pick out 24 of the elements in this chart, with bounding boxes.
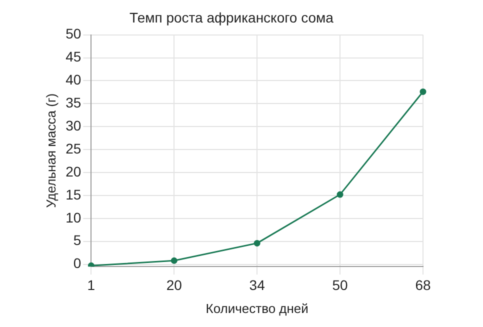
point <box>254 240 260 246</box>
point <box>170 257 178 264</box>
chart-title: Темп роста африканского сома <box>130 9 334 26</box>
x-tick-label: 20 <box>166 276 182 293</box>
y-tick-label: 50 <box>66 26 82 42</box>
y-tick-label: 0 <box>73 255 82 272</box>
y-axis-title: Удельная масса (г) <box>43 93 58 208</box>
x-tick-label: 68 <box>415 276 431 293</box>
x-tick-label: 34 <box>249 276 266 293</box>
y-tick-label: 10 <box>66 209 82 226</box>
y-tick-label: 45 <box>66 48 82 65</box>
point <box>336 191 344 198</box>
x-tick-label: 50 <box>332 276 348 293</box>
point <box>88 262 94 267</box>
y-tick-label: 5 <box>73 232 82 248</box>
x-tick-label: 1 <box>87 276 96 293</box>
y-tick-label: 15 <box>66 186 82 202</box>
y-tick-label: 25 <box>66 140 82 156</box>
y-tick-label: 40 <box>66 72 82 88</box>
y-tick-label: 30 <box>66 117 82 134</box>
y-tick-label: 35 <box>66 94 82 111</box>
x-axis-title: Количество дней <box>206 300 308 316</box>
point <box>420 88 426 95</box>
y-tick-label: 20 <box>66 163 82 180</box>
